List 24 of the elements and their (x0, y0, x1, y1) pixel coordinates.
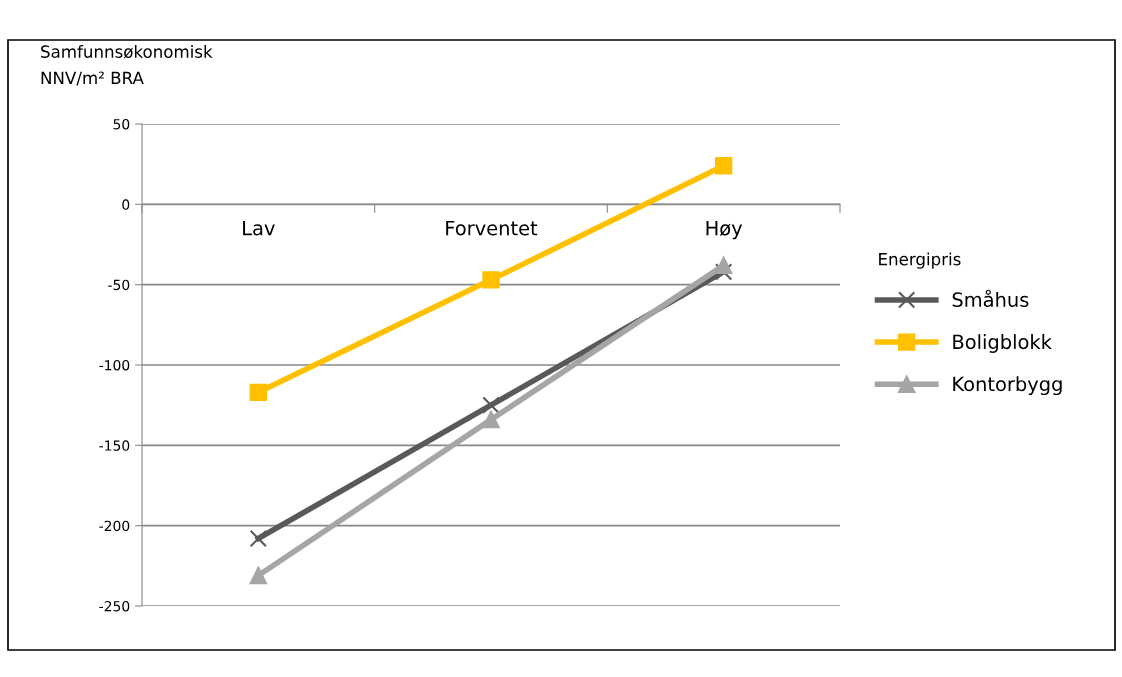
point (249, 566, 268, 585)
point (714, 256, 733, 275)
point (482, 271, 500, 289)
y-tick-label: 0 (122, 199, 130, 210)
point (714, 263, 733, 281)
y-tick-label: -100 (99, 359, 130, 371)
legend-title: Energipris (879, 252, 961, 269)
legend-label: Boligblokk (953, 334, 1052, 353)
legend-label: Kontorbygg (953, 376, 1062, 396)
y-axis-title: Samfunnsøkonomisk NNV/m² BRA (41, 45, 213, 86)
point (482, 396, 500, 414)
x-tick-label: Forventet (446, 221, 538, 236)
point (482, 410, 500, 429)
x-tick-label: Lav (243, 221, 275, 236)
point (249, 529, 268, 548)
y-tick-label: -250 (99, 600, 130, 612)
y-tick-label: -150 (99, 440, 130, 451)
legend-label: Småhus (952, 289, 1029, 308)
point (714, 157, 733, 175)
y-tick-label: -200 (99, 520, 130, 532)
y-tick-label: 50 (113, 118, 130, 130)
x-tick-label: Høy (706, 221, 743, 240)
y-tick-label: -50 (108, 279, 130, 291)
point (249, 383, 268, 401)
